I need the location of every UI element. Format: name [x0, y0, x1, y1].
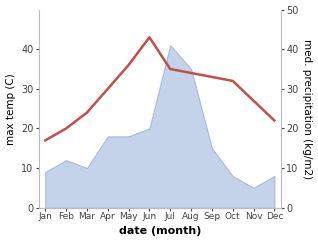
- X-axis label: date (month): date (month): [119, 227, 201, 236]
- Y-axis label: med. precipitation (kg/m2): med. precipitation (kg/m2): [302, 38, 313, 179]
- Y-axis label: max temp (C): max temp (C): [5, 73, 16, 144]
